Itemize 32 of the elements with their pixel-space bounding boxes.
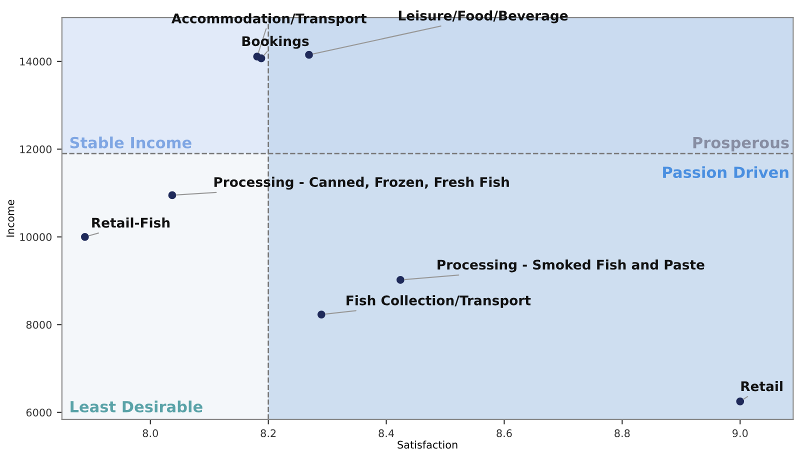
x-tick-label: 8.6 <box>496 429 512 438</box>
point <box>305 50 313 59</box>
x-tick-label: 8.2 <box>260 429 276 438</box>
y-tick-label: 10000 <box>20 233 52 242</box>
annotation: Fish Collection/Transport <box>346 295 531 308</box>
annotation: Passion Driven <box>663 166 788 178</box>
annotation: Least Desirable <box>70 400 202 412</box>
point <box>736 397 744 406</box>
point <box>257 54 266 62</box>
point <box>317 310 326 318</box>
x-tick-label: 9.0 <box>732 429 748 438</box>
y-axis-title: Income <box>6 200 14 237</box>
x-axis-title: Satisfaction <box>398 440 458 449</box>
annotation: Retail <box>741 381 782 392</box>
y-tick-label: 8000 <box>26 320 52 329</box>
y-tick-label: 6000 <box>26 408 52 416</box>
point <box>396 276 404 284</box>
annotation: Bookings <box>242 36 309 49</box>
point <box>168 191 176 200</box>
x-tick-label: 8.0 <box>142 429 158 438</box>
y-tick-label: 14000 <box>20 58 52 66</box>
annotation: Prosperous <box>693 137 789 152</box>
point <box>80 232 89 241</box>
annotation: Leisure/Food/Beverage <box>398 10 568 24</box>
annotation: Stable Income <box>70 136 192 148</box>
annotation: Accommodation/Transport <box>171 13 367 26</box>
x-tick-label: 8.4 <box>378 429 394 438</box>
y-tick-label: 12000 <box>20 145 52 154</box>
annotation: Processing - Canned, Frozen, Fresh Fish <box>214 176 509 190</box>
annotation: Processing - Smoked Fish and Paste <box>438 259 704 272</box>
annotation: Retail-Fish <box>92 218 170 228</box>
x-tick-label: 8.8 <box>614 429 630 438</box>
